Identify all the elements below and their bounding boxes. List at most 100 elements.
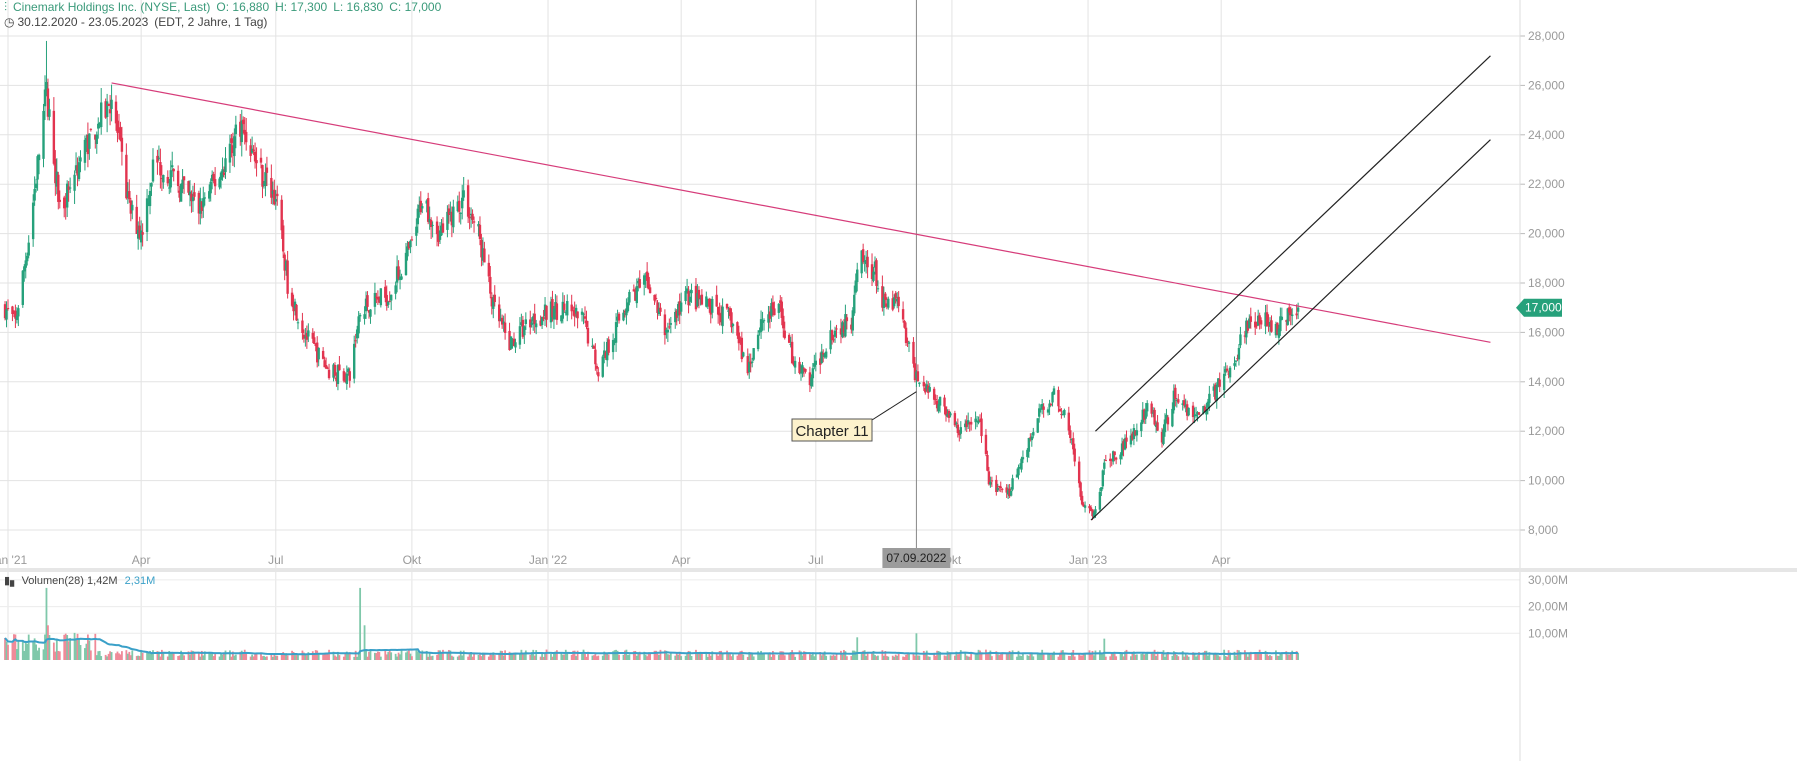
volume-bar — [1144, 653, 1147, 660]
volume-bar — [1291, 650, 1294, 660]
volume-bar — [647, 653, 650, 660]
candle-down — [302, 334, 306, 339]
candle-up — [409, 240, 412, 248]
volume-bar — [980, 652, 983, 660]
volume-bar — [529, 654, 532, 660]
candle-down — [835, 328, 838, 330]
candle-down — [725, 303, 729, 309]
candle-up — [1205, 409, 1208, 415]
date-range: 30.12.2020 - 23.05.2023 — [17, 15, 149, 29]
candle-down — [947, 410, 951, 418]
volume-bar — [908, 652, 910, 660]
volume-bar — [696, 653, 699, 660]
candle-down — [385, 294, 388, 306]
candle-down — [200, 201, 204, 211]
volume-bar — [566, 652, 569, 660]
candle-down — [104, 101, 107, 118]
volume-bar — [106, 656, 109, 660]
candle-down — [508, 330, 511, 351]
volume-bar — [1130, 656, 1132, 660]
candle-down — [1191, 405, 1195, 418]
candle-down — [792, 360, 795, 365]
candle-up — [136, 229, 140, 239]
volume-bar — [897, 653, 900, 660]
crosshair-date-label: 07.09.2022 — [886, 551, 946, 565]
volume-bar — [563, 654, 566, 660]
candle-down — [897, 296, 900, 307]
volume-bar — [322, 654, 325, 660]
candle-down — [253, 151, 257, 162]
candle-up — [26, 255, 29, 262]
x-tick-label: Okt — [403, 553, 422, 567]
volume-bar — [914, 655, 916, 660]
candle-down — [125, 154, 128, 199]
volume-bar — [937, 651, 940, 660]
volume-bar — [1060, 650, 1063, 660]
candle-up — [1237, 347, 1241, 360]
candle-up — [307, 330, 310, 337]
candle-up — [404, 252, 408, 276]
volume-bar — [274, 655, 277, 660]
volume-bar — [1175, 654, 1178, 660]
volume-bar — [95, 655, 98, 660]
volume-bar — [1017, 650, 1020, 660]
volume-bar — [1007, 652, 1010, 660]
candle-down — [617, 313, 621, 321]
candle-up — [748, 362, 751, 373]
candle-up — [1040, 404, 1044, 410]
volume-bar — [479, 654, 481, 660]
candle-down — [397, 266, 400, 279]
volume-bar — [295, 653, 298, 660]
candle-down — [571, 307, 575, 309]
volume-bar — [813, 656, 816, 660]
volume-bar — [595, 656, 598, 660]
candle-down — [335, 377, 338, 382]
candle-down — [570, 304, 573, 312]
volume-bar — [376, 651, 379, 660]
candle-down — [450, 211, 454, 226]
volume-bar — [967, 656, 970, 660]
volume-bar — [871, 651, 873, 660]
candle-down — [6, 307, 10, 309]
candle-up — [461, 197, 464, 209]
candle-down — [922, 382, 926, 387]
candle-down — [998, 485, 1001, 487]
volume-bar — [881, 650, 884, 660]
volume-bar — [986, 653, 989, 660]
volume-bar — [953, 655, 956, 660]
candle-up — [959, 427, 962, 434]
volume-bar — [487, 656, 490, 660]
volume-bar — [659, 649, 662, 660]
candle-up — [793, 360, 797, 368]
candle-down — [1197, 412, 1201, 415]
volume-bar — [925, 650, 928, 660]
volume-bar — [779, 651, 782, 660]
candle-up — [937, 404, 940, 412]
volume-bar — [924, 653, 927, 660]
candle-down — [953, 413, 957, 426]
volume-bar — [193, 651, 196, 660]
volume-bar — [32, 642, 35, 660]
candle-down — [1295, 313, 1298, 316]
volume-bar — [1171, 655, 1174, 660]
volume-bar — [104, 654, 107, 660]
volume-bar — [1235, 655, 1237, 660]
candle-up — [637, 280, 640, 284]
candle-down — [1185, 404, 1189, 416]
volume-bar — [1248, 653, 1251, 660]
candle-down — [3, 304, 7, 319]
candle-down — [242, 119, 245, 125]
volume-header: ▮▖ Volumen(28) 1,42M 2,31M — [4, 574, 155, 587]
candle-up — [1129, 435, 1133, 445]
candle-down — [243, 129, 246, 135]
volume-bar — [387, 652, 390, 660]
volume-bar — [666, 654, 669, 660]
candle-up — [428, 219, 431, 223]
volume-bar — [545, 649, 548, 660]
candle-up — [209, 181, 212, 194]
candle-down — [903, 320, 906, 328]
volume-bar — [1112, 651, 1115, 660]
candle-down — [935, 400, 939, 409]
volume-bar — [905, 654, 907, 660]
